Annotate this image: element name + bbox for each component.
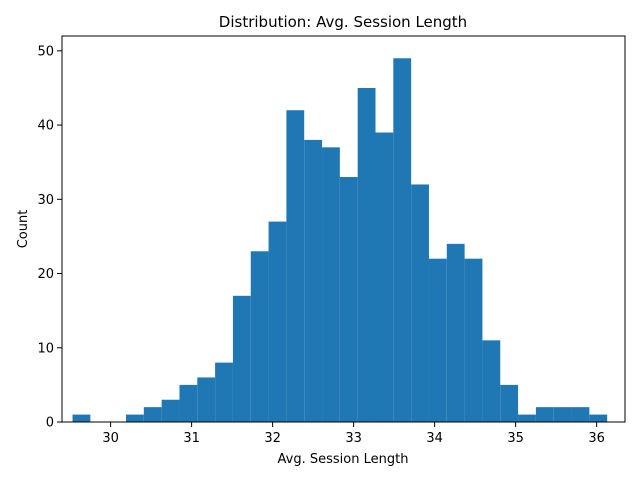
- y-tick-label: 0: [46, 416, 54, 431]
- histogram-bar: [197, 377, 216, 422]
- histogram-bar: [322, 147, 340, 422]
- histogram-bar: [286, 110, 305, 422]
- histogram-bar: [589, 414, 608, 422]
- plot-frame: [61, 35, 626, 423]
- histogram-bar: [215, 362, 233, 422]
- histogram-bar: [179, 384, 198, 422]
- y-axis-ticks: 0 10 20 30 40 50: [37, 44, 62, 431]
- y-axis-label: Count: [16, 210, 31, 249]
- histogram-bar: [446, 243, 465, 422]
- histogram-bar: [518, 414, 536, 422]
- x-tick-label: 34: [426, 431, 443, 446]
- y-tick-label: 50: [37, 44, 54, 59]
- histogram-bar: [375, 132, 394, 422]
- histogram-bar: [72, 414, 91, 422]
- histogram-bar: [535, 407, 554, 422]
- x-tick-label: 32: [264, 431, 281, 446]
- histogram-bar: [161, 399, 180, 422]
- histogram-bar: [500, 384, 519, 422]
- histogram-bar: [428, 258, 447, 422]
- histogram-bar: [571, 407, 590, 422]
- bars-group: [72, 58, 608, 423]
- x-tick-label: 36: [588, 431, 605, 446]
- histogram-bar: [268, 221, 287, 422]
- histogram-bar: [250, 251, 269, 422]
- histogram-bar: [482, 340, 501, 422]
- y-tick-label: 40: [37, 119, 54, 134]
- histogram-bar: [232, 295, 251, 422]
- histogram-bar: [393, 58, 412, 423]
- histogram-bar: [464, 258, 483, 422]
- y-tick-label: 30: [37, 193, 54, 208]
- chart-title: Distribution: Avg. Session Length: [219, 13, 467, 31]
- x-axis-label: Avg. Session Length: [278, 452, 409, 467]
- x-tick-label: 30: [102, 431, 119, 446]
- x-tick-label: 33: [345, 431, 362, 446]
- x-tick-label: 35: [507, 431, 524, 446]
- x-axis-ticks: 30 31 32 33 34 35 36: [102, 422, 605, 446]
- histogram-bar: [411, 184, 429, 422]
- y-tick-label: 10: [37, 341, 54, 356]
- histogram-bar: [143, 407, 162, 422]
- y-tick-label: 20: [37, 267, 54, 282]
- histogram-bar: [339, 177, 358, 422]
- histogram-bar: [125, 414, 144, 422]
- histogram-bar: [304, 139, 323, 422]
- x-tick-label: 31: [183, 431, 200, 446]
- histogram-bar: [357, 87, 376, 422]
- histogram-bar: [553, 407, 572, 422]
